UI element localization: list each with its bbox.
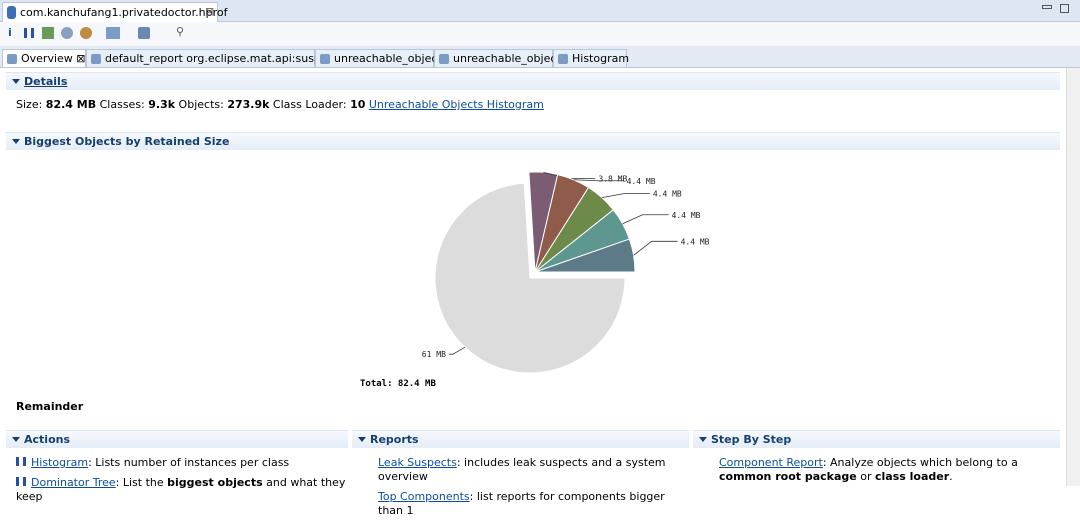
section-header[interactable]: Biggest Objects by Retained Size	[6, 132, 1060, 150]
text: Classes:	[96, 98, 149, 111]
text: : Analyze objects which belong to a	[822, 456, 1022, 469]
link[interactable]: Histogram	[31, 456, 89, 469]
bold-text: 10	[350, 98, 366, 111]
tab-row: Overview ⊠ default_report org.eclipse.ma…	[0, 46, 1080, 68]
slice-label: 4.4 MB	[627, 177, 656, 186]
pie-slice	[434, 182, 626, 374]
text: Class Loader:	[269, 98, 351, 111]
editor-tab-title: com.kanchufang1.privatedoctor.hprof	[20, 6, 228, 19]
leader-line	[448, 346, 466, 355]
slice-label: 3.8 MB	[598, 174, 627, 183]
item-icon	[16, 477, 26, 486]
tab[interactable]: Histogram	[553, 49, 630, 67]
maximize-button[interactable]	[1060, 4, 1069, 13]
leader-line	[622, 214, 669, 225]
pie-slice	[534, 238, 636, 273]
section-header[interactable]: Actions	[6, 430, 348, 448]
section-title: Details	[24, 75, 68, 88]
text: : List the	[115, 476, 168, 489]
minimize-button[interactable]	[1042, 5, 1052, 9]
section-header[interactable]: Details	[6, 72, 1060, 90]
reports-button[interactable]	[106, 27, 120, 39]
toolbar: i ⚲	[0, 22, 1080, 46]
item-icon	[16, 457, 26, 466]
leader-line	[573, 179, 624, 182]
oql-button[interactable]	[61, 27, 73, 39]
bold-text: common root package	[719, 470, 857, 483]
section-header[interactable]: Reports	[352, 430, 689, 448]
close-icon[interactable]: ⊠	[205, 5, 215, 18]
text: Size:	[16, 98, 46, 111]
slice-label: 4.4 MB	[672, 211, 701, 220]
tab-label: Overview	[21, 52, 73, 65]
section-title: Reports	[370, 433, 419, 446]
link[interactable]: Dominator Tree	[31, 476, 116, 489]
panel-body: Histogram: Lists number of instances per…	[16, 456, 346, 510]
panel-item: Component Report: Analyze objects which …	[719, 456, 1049, 484]
tab-label: unreachable_objects	[453, 52, 567, 65]
slice-label: 61 MB	[422, 350, 446, 359]
scrollbar[interactable]	[1066, 68, 1080, 486]
query-button[interactable]	[138, 27, 150, 39]
link[interactable]: Top Components	[378, 490, 470, 503]
bold-text: class loader	[875, 470, 950, 483]
tab[interactable]: Overview ⊠	[2, 49, 86, 67]
details-line: Size: 82.4 MB Classes: 9.3k Objects: 273…	[16, 98, 544, 111]
tab[interactable]: unreachable_objects	[434, 49, 566, 67]
slice-label: 4.4 MB	[681, 237, 710, 246]
tab-label: unreachable_objects	[334, 52, 448, 65]
histogram-button[interactable]	[24, 28, 34, 38]
panel-item: Leak Suspects: includes leak suspects an…	[378, 456, 688, 484]
panel-item: Dominator Tree: List the biggest objects…	[16, 476, 346, 504]
section-title: Biggest Objects by Retained Size	[24, 135, 230, 148]
total-label: Total: 82.4 MB	[360, 379, 436, 389]
link[interactable]: Leak Suspects	[378, 456, 457, 469]
slice-label: 4.4 MB	[653, 190, 682, 199]
section-title: Step By Step	[711, 433, 792, 446]
search-button[interactable]: ⚲	[176, 25, 185, 38]
panel-item: Histogram: Lists number of instances per…	[16, 456, 346, 470]
info-button[interactable]: i	[8, 26, 12, 39]
editor-tab-bar: com.kanchufang1.privatedoctor.hprof ⊠	[0, 0, 1080, 22]
text: : Lists number of instances per class	[88, 456, 290, 469]
editor-tab[interactable]: com.kanchufang1.privatedoctor.hprof ⊠	[2, 2, 227, 22]
bold-text: biggest objects	[167, 476, 263, 489]
tab-label: default_report org.eclipse.mat.api:suspe…	[105, 52, 344, 65]
panel-body: Leak Suspects: includes leak suspects an…	[378, 456, 688, 524]
dominator-button[interactable]	[42, 27, 54, 39]
link[interactable]: Unreachable Objects Histogram	[368, 98, 544, 111]
tab[interactable]: default_report org.eclipse.mat.api:suspe…	[86, 49, 344, 67]
selection-label: Remainder	[16, 400, 84, 413]
text: .	[949, 470, 953, 483]
section-header[interactable]: Step By Step	[693, 430, 1060, 448]
panel-body: Component Report: Analyze objects which …	[719, 456, 1049, 490]
section-title: Actions	[24, 433, 70, 446]
leader-line	[601, 193, 650, 199]
link[interactable]: Component Report	[719, 456, 823, 469]
bold-text: 273.9k	[227, 98, 270, 111]
heap-icon	[7, 6, 16, 19]
bold-text: 9.3k	[148, 98, 176, 111]
tab-label: Histogram	[572, 52, 630, 65]
threads-button[interactable]	[80, 27, 92, 39]
leader-line	[633, 240, 678, 256]
tab[interactable]: unreachable_objects	[315, 49, 447, 67]
text: : includes leak suspects and a system ov…	[378, 456, 670, 483]
panel-item: Top Components: list reports for compone…	[378, 490, 688, 518]
text: or	[856, 470, 875, 483]
bold-text: 82.4 MB	[45, 98, 97, 111]
text: Objects:	[175, 98, 228, 111]
